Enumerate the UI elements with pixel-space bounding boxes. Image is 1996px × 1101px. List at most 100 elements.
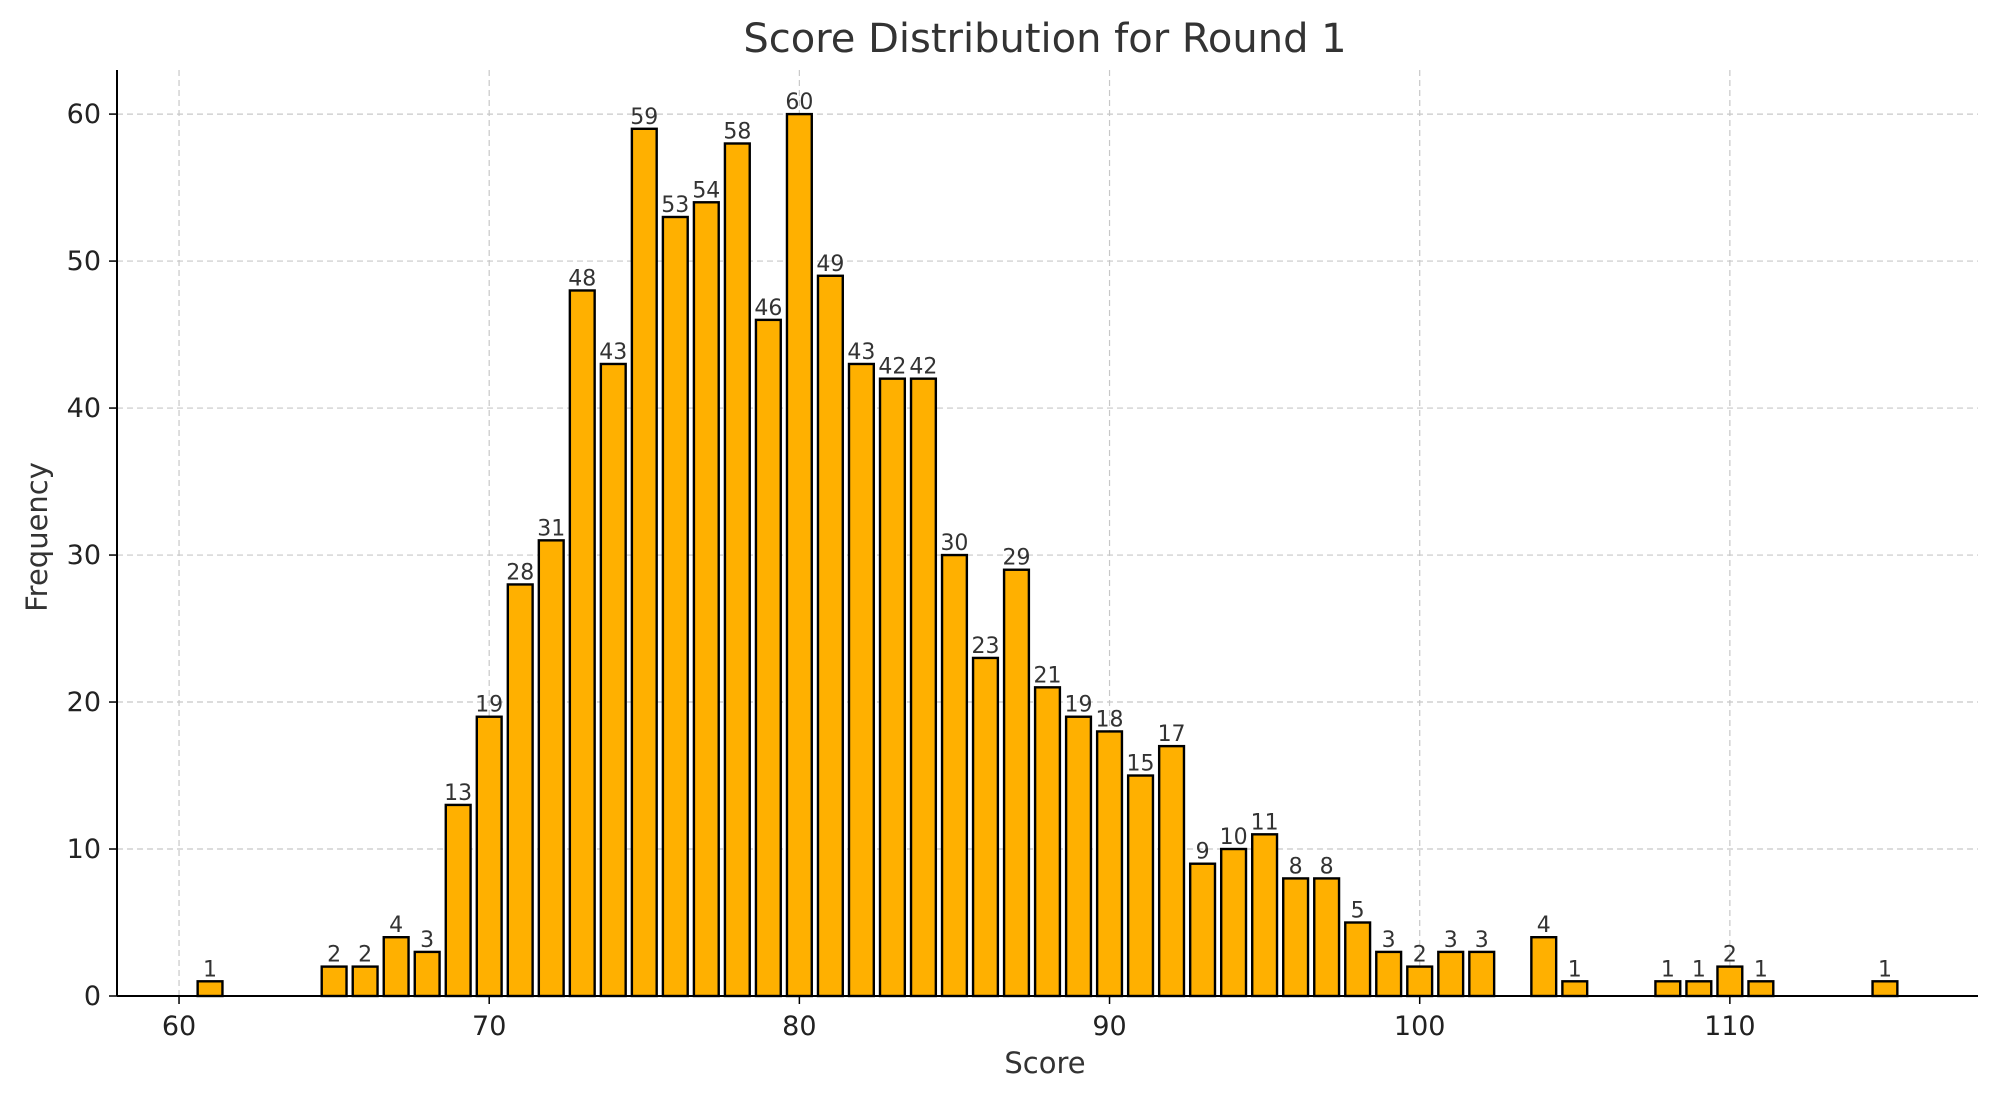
- bars: [196, 112, 1899, 998]
- x-tick-label: 100: [1394, 1011, 1446, 1042]
- bar-score-96: [1282, 877, 1310, 998]
- bar-score-99: [1375, 950, 1403, 998]
- bar-score-76: [661, 215, 689, 998]
- data-label-score-65: 2: [327, 943, 341, 968]
- bar-score-85: [940, 553, 969, 998]
- bar-score-94: [1219, 847, 1248, 998]
- y-tick-label: 10: [67, 834, 101, 865]
- data-label-score-94: 10: [1220, 825, 1248, 850]
- y-tick-label: 20: [67, 687, 101, 718]
- bar-score-110: [1716, 965, 1744, 998]
- data-label-score-81: 49: [816, 252, 844, 277]
- bar-score-79: [754, 318, 782, 998]
- data-label-score-89: 19: [1065, 693, 1093, 718]
- data-label-score-72: 31: [537, 516, 565, 541]
- data-label-score-99: 3: [1382, 928, 1396, 953]
- bar-score-82: [847, 362, 876, 998]
- data-label-score-66: 2: [358, 943, 372, 968]
- bar-score-77: [692, 201, 720, 998]
- data-label-score-83: 42: [878, 355, 906, 380]
- data-label-score-91: 15: [1127, 752, 1155, 777]
- data-label-score-88: 21: [1034, 663, 1062, 688]
- bar-score-71: [506, 583, 534, 998]
- data-label-score-93: 9: [1196, 840, 1210, 865]
- data-label-score-85: 30: [940, 531, 968, 556]
- bar-score-75: [630, 127, 658, 998]
- y-axis-label: Frequency: [20, 462, 54, 612]
- data-label-score-92: 17: [1158, 722, 1186, 747]
- data-label-score-79: 46: [754, 296, 782, 321]
- bar-score-68: [413, 950, 441, 998]
- data-label-score-86: 23: [971, 634, 999, 659]
- bar-score-97: [1313, 877, 1341, 998]
- data-label-score-78: 58: [723, 119, 751, 144]
- data-label-score-75: 59: [630, 105, 658, 130]
- data-label-score-69: 13: [444, 781, 472, 806]
- bar-score-92: [1157, 744, 1186, 998]
- bar-score-101: [1437, 950, 1465, 998]
- data-label-score-74: 43: [599, 340, 627, 365]
- bar-score-84: [909, 377, 938, 998]
- data-label-score-71: 28: [506, 560, 534, 585]
- bar-score-70: [475, 715, 503, 998]
- bar-score-72: [537, 539, 565, 998]
- bar-score-61: [196, 980, 224, 998]
- y-tick-label: 0: [84, 981, 101, 1012]
- data-label-score-80: 60: [785, 90, 813, 115]
- data-label-score-96: 8: [1289, 854, 1303, 879]
- data-label-score-73: 48: [568, 266, 596, 291]
- bar-score-88: [1033, 686, 1062, 998]
- x-tick-label: 70: [472, 1011, 506, 1042]
- bar-score-95: [1251, 833, 1279, 998]
- data-label-score-82: 43: [847, 340, 875, 365]
- bar-score-108: [1654, 980, 1682, 998]
- bar-score-81: [816, 274, 844, 998]
- bar-score-90: [1095, 730, 1124, 998]
- y-tick-label: 30: [67, 540, 101, 571]
- data-label-score-108: 1: [1661, 957, 1675, 982]
- bar-score-104: [1530, 936, 1558, 998]
- bar-score-100: [1406, 965, 1434, 998]
- data-label-score-98: 5: [1351, 899, 1365, 924]
- data-label-score-101: 3: [1444, 928, 1458, 953]
- data-label-score-111: 1: [1754, 957, 1768, 982]
- x-tick-label: 110: [1704, 1011, 1756, 1042]
- data-label-score-115: 1: [1878, 957, 1892, 982]
- bar-score-87: [1002, 568, 1031, 998]
- data-label-score-67: 4: [389, 913, 403, 938]
- bar-score-105: [1561, 980, 1589, 998]
- y-tick-label: 40: [67, 393, 101, 424]
- data-label-score-104: 4: [1537, 913, 1551, 938]
- data-label-score-84: 42: [909, 355, 937, 380]
- bar-score-74: [599, 362, 627, 998]
- data-label-score-110: 2: [1723, 943, 1737, 968]
- data-label-score-102: 3: [1475, 928, 1489, 953]
- data-label-score-100: 2: [1413, 943, 1427, 968]
- data-label-score-105: 1: [1568, 957, 1582, 982]
- data-label-score-95: 11: [1251, 810, 1279, 835]
- bar-score-115: [1871, 980, 1899, 998]
- bar-score-89: [1064, 715, 1093, 998]
- bar-score-102: [1468, 950, 1496, 998]
- bar-score-80: [785, 112, 813, 998]
- x-axis-label: Score: [1004, 1046, 1085, 1080]
- data-label-score-87: 29: [1002, 546, 1030, 571]
- bar-score-86: [971, 656, 1000, 998]
- bar-score-73: [568, 289, 596, 998]
- bar-score-78: [723, 142, 751, 998]
- x-tick-label: 90: [1092, 1011, 1126, 1042]
- data-label-score-97: 8: [1320, 854, 1334, 879]
- bar-score-91: [1126, 774, 1155, 998]
- data-label-score-76: 53: [661, 193, 689, 218]
- bar-score-93: [1188, 862, 1217, 998]
- data-label-score-68: 3: [420, 928, 434, 953]
- bar-score-67: [382, 936, 410, 998]
- chart-title: Score Distribution for Round 1: [743, 16, 1346, 62]
- bar-score-111: [1747, 980, 1775, 998]
- y-tick-label: 50: [67, 246, 101, 277]
- data-label-score-70: 19: [475, 693, 503, 718]
- data-label-score-77: 54: [692, 178, 720, 203]
- bar-score-69: [444, 803, 472, 998]
